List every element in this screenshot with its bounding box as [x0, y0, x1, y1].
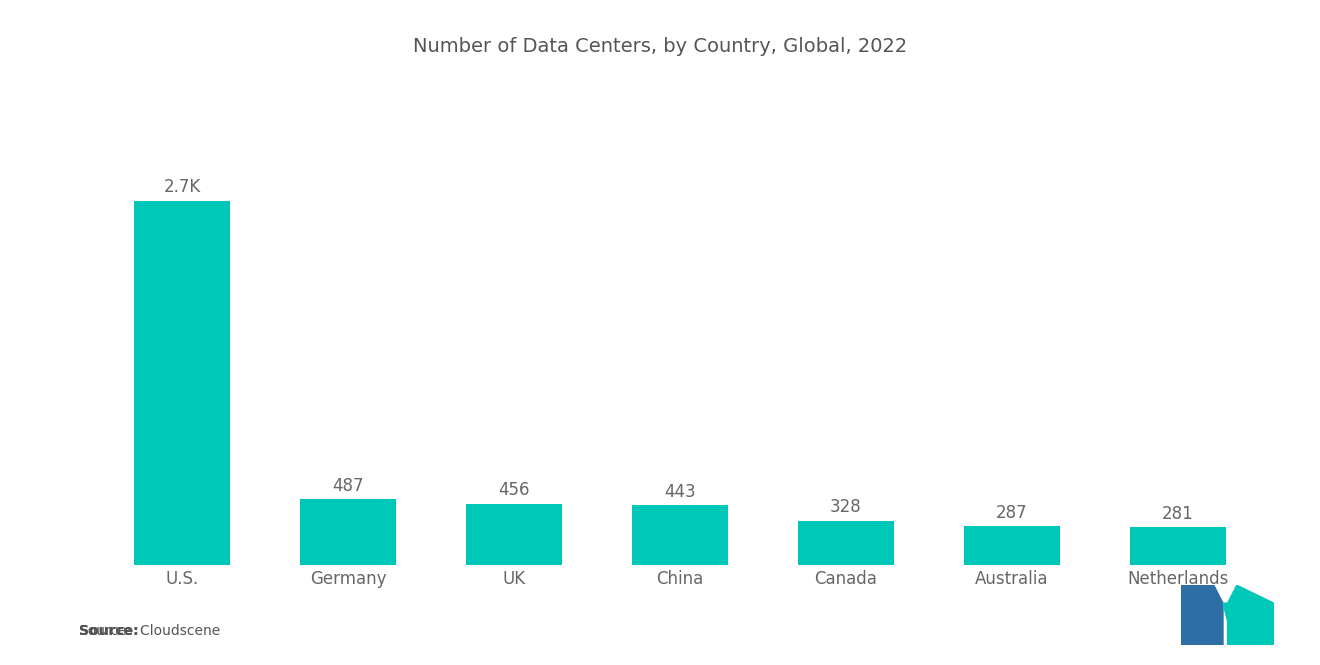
- Bar: [300, 499, 396, 565]
- Bar: [632, 505, 727, 565]
- Bar: [466, 503, 562, 565]
- Text: 443: 443: [664, 483, 696, 501]
- Text: Source:  Cloudscene: Source: Cloudscene: [79, 624, 220, 638]
- Polygon shape: [1222, 603, 1228, 621]
- Text: 456: 456: [498, 481, 529, 499]
- Text: Number of Data Centers, by Country, Global, 2022: Number of Data Centers, by Country, Glob…: [413, 37, 907, 56]
- Text: 281: 281: [1162, 505, 1193, 523]
- Text: 487: 487: [333, 477, 363, 495]
- Bar: [797, 521, 894, 565]
- Polygon shape: [1181, 585, 1222, 645]
- Text: Source:: Source:: [79, 624, 139, 638]
- Bar: [964, 527, 1060, 565]
- Polygon shape: [1228, 585, 1274, 645]
- Bar: [133, 201, 230, 565]
- Text: Source:: Source:: [79, 624, 139, 638]
- Text: 287: 287: [995, 504, 1027, 522]
- Bar: [1130, 527, 1226, 565]
- Text: 328: 328: [830, 498, 862, 516]
- Text: 2.7K: 2.7K: [164, 178, 201, 196]
